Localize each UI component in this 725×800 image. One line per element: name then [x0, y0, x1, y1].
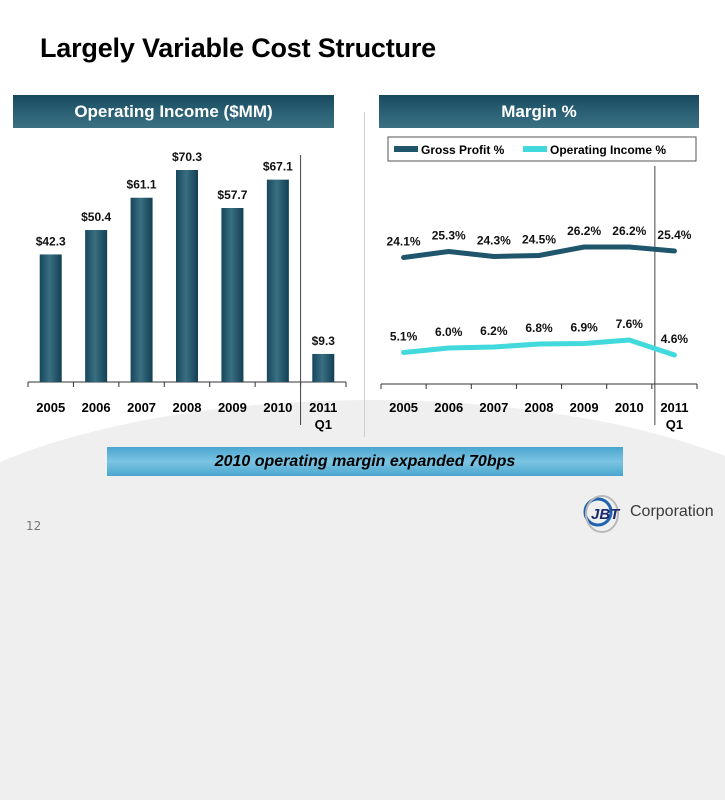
bar-x-label: 2008 — [173, 400, 202, 415]
operating-income-label: 4.6% — [661, 332, 689, 346]
legend-swatch — [394, 146, 418, 152]
line-x-label: 2010 — [615, 400, 644, 415]
operating-income-label: 7.6% — [616, 317, 644, 331]
legend-swatch — [523, 146, 547, 152]
slide-title: Largely Variable Cost Structure — [40, 33, 436, 63]
operating-income-label: 6.8% — [525, 321, 553, 335]
legend-label: Operating Income % — [550, 143, 666, 157]
line-chart-title: Margin % — [501, 101, 577, 121]
operating-income-label: 6.2% — [480, 324, 508, 338]
bar-chart-title: Operating Income ($MM) — [74, 101, 273, 121]
callout-banner: 2010 operating margin expanded 70bps — [107, 447, 623, 476]
bar-x-label-sub: Q1 — [315, 417, 332, 432]
bar-data-label: $70.3 — [172, 150, 202, 164]
line-x-label: 2009 — [570, 400, 599, 415]
gross-profit-label: 24.5% — [522, 233, 556, 247]
line-chart-header: Margin % — [379, 95, 699, 128]
panel-divider — [364, 112, 365, 437]
logo-text: Corporation — [630, 503, 714, 520]
bar — [266, 179, 289, 382]
line-x-label: 2011 — [660, 400, 688, 415]
bar — [312, 353, 335, 382]
callout-text: 2010 operating margin expanded 70bps — [214, 452, 516, 470]
bar-data-label: $67.1 — [263, 160, 293, 174]
bar-x-label: 2009 — [218, 400, 247, 415]
bar-chart-header: Operating Income ($MM) — [13, 95, 334, 128]
gross-profit-label: 24.1% — [387, 235, 421, 249]
bar-data-label: $9.3 — [312, 334, 336, 348]
gross-profit-label: 25.3% — [432, 229, 466, 243]
jbt-logo-icon: JBT — [583, 495, 621, 533]
line-x-label: 2005 — [389, 400, 418, 415]
bar-data-label: $57.7 — [217, 188, 247, 202]
line-x-label: 2006 — [434, 400, 463, 415]
bar-data-label: $42.3 — [36, 234, 66, 248]
bar — [130, 197, 153, 382]
bar-data-label: $61.1 — [127, 178, 157, 192]
margin-line-chart: Gross Profit % Operating Income % 24.1% 25.… — [380, 136, 698, 432]
bar-x-label: 2006 — [82, 400, 111, 415]
gross-profit-label: 24.3% — [477, 234, 511, 248]
bar — [176, 170, 198, 382]
operating-income-label: 6.0% — [435, 325, 463, 339]
bar-x-label: 2010 — [263, 400, 292, 415]
operating-income-label: 6.9% — [570, 321, 598, 335]
jbt-logo: JBT Corporation — [578, 490, 718, 535]
bar-x-label: 2007 — [127, 400, 156, 415]
page-number: 12 — [26, 519, 42, 533]
operating-income-bar-chart: $42.3 $50.4 $61.1 $70.3 $57.7 $67.1 $9.3 2005 20… — [27, 150, 347, 432]
operating-income-line — [401, 337, 677, 358]
bar-x-label: 2011 — [309, 400, 337, 415]
line-x-label: 2008 — [525, 400, 554, 415]
line-x-label: 2007 — [479, 400, 508, 415]
bar — [85, 230, 108, 382]
gross-profit-line — [401, 244, 677, 260]
bar — [221, 207, 244, 382]
legend-label: Gross Profit % — [421, 143, 505, 157]
gross-profit-label: 25.4% — [657, 228, 691, 242]
line-x-label-sub: Q1 — [666, 417, 683, 432]
gross-profit-label: 26.2% — [567, 224, 601, 238]
bar — [39, 254, 62, 382]
bar-data-label: $50.4 — [81, 210, 111, 224]
operating-income-label: 5.1% — [390, 330, 418, 344]
logo-mark: JBT — [591, 506, 621, 523]
bar-x-label: 2005 — [36, 400, 65, 415]
gross-profit-label: 26.2% — [612, 224, 646, 238]
